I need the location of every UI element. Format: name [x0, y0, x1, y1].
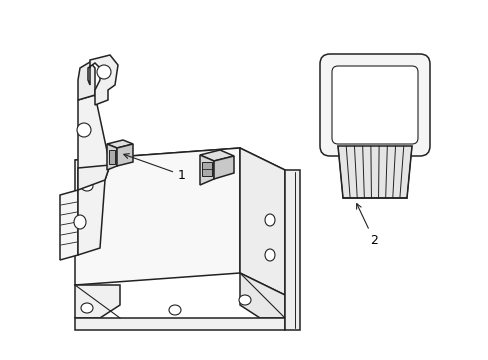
Ellipse shape	[81, 303, 93, 313]
Polygon shape	[75, 318, 285, 330]
Polygon shape	[240, 273, 285, 318]
Polygon shape	[78, 62, 95, 100]
Polygon shape	[109, 150, 115, 164]
Ellipse shape	[264, 249, 274, 261]
Ellipse shape	[239, 295, 250, 305]
Ellipse shape	[264, 214, 274, 226]
Polygon shape	[285, 170, 299, 330]
Ellipse shape	[169, 305, 181, 315]
Polygon shape	[75, 148, 240, 285]
Ellipse shape	[97, 65, 111, 79]
FancyBboxPatch shape	[331, 66, 417, 144]
Polygon shape	[200, 155, 214, 185]
Text: 1: 1	[123, 154, 185, 181]
Polygon shape	[78, 95, 110, 255]
Polygon shape	[60, 190, 78, 260]
FancyBboxPatch shape	[319, 54, 429, 156]
Text: 2: 2	[356, 204, 377, 247]
Polygon shape	[240, 148, 285, 295]
Polygon shape	[107, 144, 117, 170]
Ellipse shape	[81, 181, 93, 191]
Ellipse shape	[74, 215, 86, 229]
Polygon shape	[214, 156, 234, 179]
Polygon shape	[75, 148, 285, 182]
Polygon shape	[107, 140, 133, 148]
Polygon shape	[78, 165, 110, 190]
Polygon shape	[200, 150, 234, 161]
Polygon shape	[88, 55, 118, 105]
Ellipse shape	[77, 123, 91, 137]
Polygon shape	[202, 162, 212, 176]
Polygon shape	[117, 144, 133, 166]
Polygon shape	[337, 146, 411, 198]
Polygon shape	[75, 285, 120, 318]
